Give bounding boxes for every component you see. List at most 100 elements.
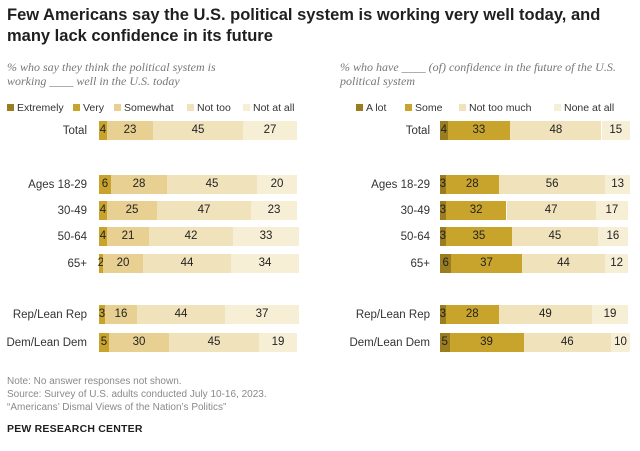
left-bar-segment-not-at-all (243, 121, 297, 140)
right-bar-segment-not-too-much (512, 227, 598, 246)
right-bar-segment-a-lot (440, 121, 448, 140)
left-legend-extremely: Extremely (7, 102, 64, 114)
left-value-label: 21 (121, 230, 135, 242)
left-bar-segment-very (99, 254, 103, 273)
right-row-label-total: Total (405, 125, 430, 137)
left-value-label: 4 (99, 230, 107, 242)
left-value-label: 42 (184, 230, 198, 242)
right-bar-segment-some (445, 175, 499, 194)
left-value-label: 25 (125, 204, 139, 216)
right-value-label: 33 (472, 124, 486, 136)
left-value-label: 45 (205, 178, 219, 190)
left-value-label: 20 (116, 257, 130, 269)
right-value-label: 3 (439, 308, 447, 320)
report-title: “Americans’ Dismal Views of the Nation’s… (7, 402, 227, 413)
legend-swatch (554, 104, 561, 111)
right-bar-segment-not-too-much (498, 175, 606, 194)
legend-swatch (356, 104, 363, 111)
right-value-label: 3 (439, 178, 447, 190)
right-bar-segment-a-lot (440, 305, 446, 324)
legend-label: Not too (197, 102, 231, 114)
legend-label: Somewhat (124, 102, 174, 114)
legend-swatch (405, 104, 412, 111)
right-bar-segment-not-too-much (523, 333, 611, 352)
left-row-label-30-49: 30-49 (57, 205, 87, 217)
chart-title: Few Americans say the U.S. political sys… (7, 6, 601, 45)
left-bar-segment-not-at-all (225, 305, 299, 324)
left-value-label: 5 (100, 336, 108, 348)
left-bar-segment-not-at-all (251, 201, 297, 220)
left-value-label: 33 (259, 230, 273, 242)
left-bar-segment-not-at-all (231, 254, 299, 273)
right-value-label: 17 (605, 204, 619, 216)
right-value-label: 28 (465, 178, 479, 190)
left-value-label: 37 (255, 308, 269, 320)
left-value-label: 28 (132, 178, 146, 190)
right-value-label: 10 (614, 336, 627, 348)
right-legend-a-lot: A lot (356, 102, 386, 114)
right-legend-none-at-all: None at all (554, 102, 614, 114)
right-row-label-ages-18-29: Ages 18-29 (371, 179, 430, 191)
left-row-label-rep-lean-rep: Rep/Lean Rep (12, 309, 87, 321)
legend-swatch (187, 104, 194, 111)
right-bar-segment-some (445, 201, 507, 220)
right-value-label: 48 (549, 124, 563, 136)
right-value-label: 37 (480, 257, 493, 269)
left-legend-very: Very (73, 102, 104, 114)
left-value-label: 27 (263, 124, 277, 136)
right-value-label: 3 (439, 230, 447, 242)
left-row-label-50-64: 50-64 (57, 231, 87, 243)
right-row-label-65: 65+ (410, 258, 430, 270)
left-value-label: 44 (174, 308, 188, 320)
right-bar-segment-a-lot (440, 333, 450, 352)
source-note: Source: Survey of U.S. adults conducted … (7, 389, 267, 400)
left-bar-segment-not-at-all (257, 175, 297, 194)
left-row-label-total: Total (62, 125, 87, 137)
legend-label: Some (415, 102, 443, 114)
left-bar-segment-very (99, 201, 107, 220)
right-bar-segment-not-too-much (498, 305, 592, 324)
right-bar-segment-some (445, 227, 513, 246)
left-chart-subtitle: % who say they think the political syste… (7, 60, 216, 88)
legend-label: None at all (564, 102, 615, 114)
left-value-label: 45 (191, 124, 205, 136)
left-bar-segment-somewhat (109, 333, 169, 352)
right-bar-segment-a-lot (440, 227, 446, 246)
left-value-label: 2 (97, 257, 105, 269)
right-value-label: 4 (440, 124, 447, 136)
legend-swatch (114, 104, 121, 111)
left-bar-segment-not-too (143, 254, 231, 273)
pew-logo-text: PEW RESEARCH CENTER (7, 423, 143, 435)
right-bar-segment-none-at-all (601, 121, 630, 140)
right-value-label: 15 (609, 124, 623, 136)
left-bar-segment-very (99, 333, 109, 352)
right-bar-segment-none-at-all (595, 201, 629, 220)
right-value-label: 56 (545, 178, 559, 190)
legend-swatch (7, 104, 14, 111)
right-value-label: 19 (603, 308, 617, 320)
left-value-label: 34 (258, 257, 272, 269)
left-bar-segment-not-at-all (233, 227, 299, 246)
left-value-label: 4 (99, 124, 107, 136)
left-value-label: 16 (114, 308, 128, 320)
legend-label: Extremely (17, 102, 64, 114)
legend-label: Not too much (469, 102, 532, 114)
right-bar-segment-not-too-much (506, 201, 596, 220)
left-bar-segment-somewhat (107, 201, 157, 220)
right-value-label: 39 (480, 336, 493, 348)
right-bar-segment-a-lot (440, 175, 446, 194)
right-bar-segment-none-at-all (611, 333, 630, 352)
left-bar-segment-very (99, 121, 107, 140)
right-value-label: 28 (465, 308, 479, 320)
legend-label: Not at all (253, 102, 295, 114)
right-bar-segment-none-at-all (605, 254, 629, 273)
left-value-label: 44 (180, 257, 194, 269)
left-value-label: 6 (101, 178, 109, 190)
right-bar-segment-some (445, 305, 499, 324)
legend-label: Very (83, 102, 105, 114)
left-bar-segment-not-too (153, 121, 243, 140)
right-chart-subtitle: % who have ____ (of) confidence in the f… (340, 60, 616, 88)
left-row-label-dem-lean-dem: Dem/Lean Dem (6, 337, 87, 349)
left-value-label: 20 (270, 178, 284, 190)
legend-label: A lot (366, 102, 387, 114)
